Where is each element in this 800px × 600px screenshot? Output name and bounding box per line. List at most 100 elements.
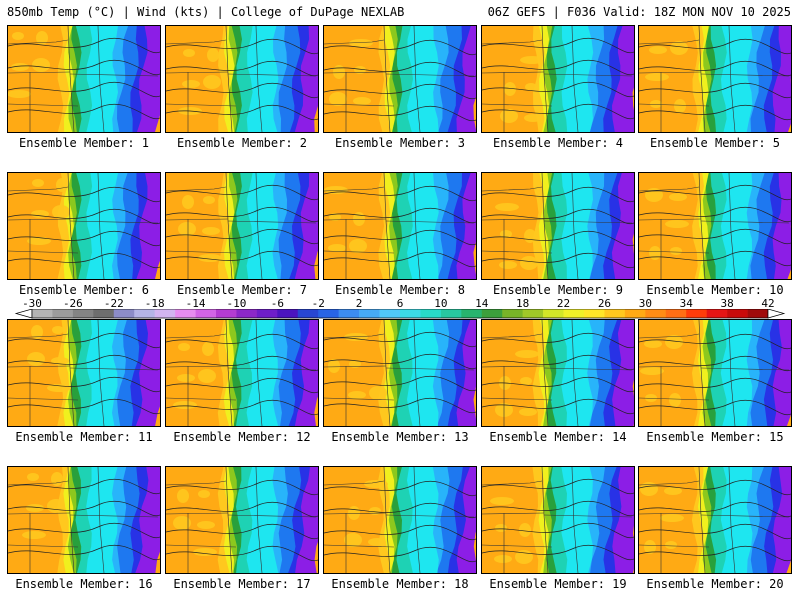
temperature-map: [165, 25, 319, 133]
colorbar-tick-label: 10: [434, 297, 448, 310]
colorbar-bin: [706, 309, 728, 318]
temperature-map: [165, 172, 319, 280]
map-field-svg: [166, 26, 318, 132]
temperature-map: [323, 172, 477, 280]
colorbar-bin: [747, 309, 769, 318]
colorbar-bin: [624, 309, 646, 318]
colorbar-tick-label: 30: [638, 297, 652, 310]
colorbar-bin: [481, 309, 503, 318]
ensemble-member-caption: Ensemble Member: 10: [646, 283, 784, 297]
colorbar-bin: [175, 309, 196, 318]
map-field-svg: [639, 26, 791, 132]
colorbar-tick-label: -10: [226, 297, 247, 310]
colorbar-bin: [727, 309, 748, 318]
ensemble-member-caption: Ensemble Member: 2: [176, 136, 308, 150]
map-field-svg: [639, 173, 791, 279]
temperature-map: [323, 319, 477, 427]
colorbar-tick-label: 6: [396, 297, 404, 310]
colorbar-bin: [113, 309, 135, 318]
colorbar-bin: [216, 309, 237, 318]
temperature-map: [481, 172, 635, 280]
map-field-svg: [8, 320, 160, 426]
temperature-map: [7, 25, 161, 133]
temperature-map: [638, 172, 792, 280]
colorbar-bin: [502, 309, 523, 318]
colorbar-bin: [420, 309, 442, 318]
temperature-map: [638, 25, 792, 133]
map-field-svg: [324, 173, 476, 279]
ensemble-member-caption: Ensemble Member: 17: [173, 577, 311, 591]
map-field-svg: [8, 26, 160, 132]
colorbar-bin: [461, 309, 483, 318]
ensemble-member-caption: Ensemble Member: 20: [646, 577, 784, 591]
colorbar-strip: [14, 309, 786, 319]
colorbar-tick-label: 14: [475, 297, 489, 310]
temperature-map: [7, 466, 161, 574]
map-field-svg: [482, 26, 634, 132]
colorbar-tick-label: -22: [103, 297, 124, 310]
ensemble-member-caption: Ensemble Member: 11: [15, 430, 153, 444]
temperature-map: [7, 172, 161, 280]
map-field-svg: [166, 320, 318, 426]
map-field-svg: [324, 467, 476, 573]
ensemble-member-caption: Ensemble Member: 3: [334, 136, 466, 150]
colorbar-bin: [236, 309, 258, 318]
temperature-map: [638, 319, 792, 427]
map-field-svg: [166, 173, 318, 279]
colorbar-bin: [563, 309, 585, 318]
ensemble-member-caption: Ensemble Member: 5: [649, 136, 781, 150]
map-field-svg: [166, 467, 318, 573]
colorbar-tick-label: 34: [679, 297, 693, 310]
colorbar-tick-label: -26: [62, 297, 83, 310]
colorbar-bin: [72, 309, 94, 318]
colorbar-bin: [584, 309, 605, 318]
temperature-map: [165, 466, 319, 574]
ensemble-member-caption: Ensemble Member: 15: [646, 430, 784, 444]
colorbar-bin: [400, 309, 421, 318]
chart-title: 850mb Temp (°C) | Wind (kts) | College o…: [7, 5, 405, 19]
colorbar-tick-label: 18: [516, 297, 530, 310]
colorbar-bin: [134, 309, 155, 318]
colorbar-bin: [645, 309, 667, 318]
colorbar-tick-label: -30: [22, 297, 42, 310]
colorbar-bin: [256, 309, 278, 318]
ensemble-member-caption: Ensemble Member: 16: [15, 577, 153, 591]
colorbar-bin: [665, 309, 687, 318]
ensemble-member-caption: Ensemble Member: 19: [489, 577, 627, 591]
colorbar-tick-label: -18: [144, 297, 165, 310]
colorbar-bin: [686, 309, 707, 318]
colorbar-tick-label: 26: [597, 297, 612, 310]
temperature-map: [481, 466, 635, 574]
ensemble-member-caption: Ensemble Member: 12: [173, 430, 311, 444]
colorbar-low-arrow: [14, 309, 33, 319]
ensemble-member-caption: Ensemble Member: 4: [492, 136, 624, 150]
colorbar-tick-label: -6: [270, 297, 284, 310]
colorbar-high-arrow: [767, 309, 786, 319]
temperature-map: [165, 319, 319, 427]
colorbar-tick-label: 42: [761, 297, 775, 310]
map-field-svg: [482, 320, 634, 426]
map-field-svg: [482, 467, 634, 573]
colorbar-bin: [338, 309, 360, 318]
colorbar-tick-label: 2: [355, 297, 363, 310]
colorbar-tick-label: -14: [185, 297, 206, 310]
colorbar-bin: [154, 309, 176, 318]
colorbar-bin: [543, 309, 564, 318]
colorbar-tick-label: -2: [311, 297, 325, 310]
map-field-svg: [639, 467, 791, 573]
colorbar-bin: [604, 309, 626, 318]
ensemble-member-caption: Ensemble Member: 18: [331, 577, 469, 591]
map-field-svg: [639, 320, 791, 426]
colorbar-bin: [52, 309, 74, 318]
colorbar-bin: [318, 309, 339, 318]
ensemble-member-caption: Ensemble Member: 7: [176, 283, 308, 297]
map-field-svg: [324, 26, 476, 132]
temperature-map: [323, 25, 477, 133]
run-valid-time: 06Z GEFS | F036 Valid: 18Z MON NOV 10 20…: [487, 5, 791, 19]
colorbar-tick-label: 22: [556, 297, 571, 310]
colorbar-tick-label: 38: [720, 297, 734, 310]
ensemble-member-caption: Ensemble Member: 8: [334, 283, 466, 297]
ensemble-member-caption: Ensemble Member: 14: [489, 430, 627, 444]
colorbar-bin: [379, 309, 401, 318]
